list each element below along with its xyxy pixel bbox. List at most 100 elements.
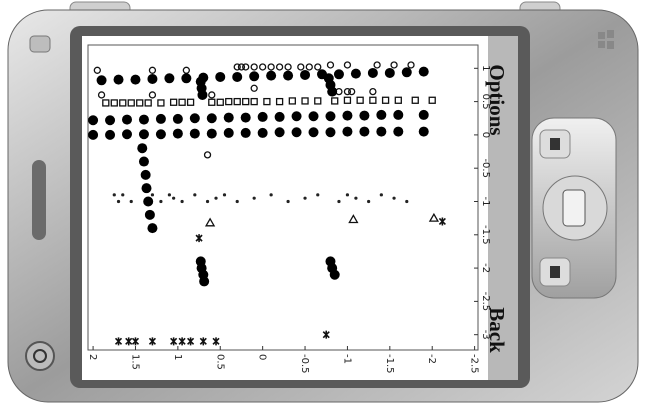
point — [155, 129, 166, 140]
point — [369, 87, 377, 96]
point — [112, 193, 116, 197]
point — [143, 196, 154, 207]
point — [180, 199, 184, 204]
point — [129, 199, 133, 204]
y-tick-label: -0.5 — [480, 158, 491, 178]
point — [418, 109, 429, 120]
point — [93, 66, 101, 74]
point — [401, 67, 412, 78]
point — [354, 196, 358, 200]
y-tick-label: 0.5 — [480, 94, 491, 110]
point — [438, 217, 446, 226]
power-button[interactable] — [25, 341, 55, 371]
x-tick-label: -1.5 — [384, 354, 395, 374]
point — [113, 74, 124, 85]
point — [122, 114, 132, 125]
point — [303, 196, 307, 200]
point — [259, 63, 267, 71]
point — [144, 209, 155, 220]
point — [147, 73, 158, 84]
point — [199, 337, 207, 346]
y-tick-label: -2.5 — [480, 292, 491, 312]
point — [178, 337, 186, 346]
point — [257, 127, 268, 138]
point — [333, 69, 344, 80]
point — [144, 99, 152, 107]
point — [269, 193, 273, 197]
point — [275, 63, 284, 71]
point — [206, 128, 217, 139]
point — [223, 112, 234, 123]
point — [407, 61, 415, 69]
point — [242, 63, 250, 71]
plot-area — [87, 44, 479, 351]
point — [197, 89, 208, 100]
point — [286, 199, 290, 204]
point — [193, 193, 197, 197]
point — [187, 337, 195, 346]
point — [96, 75, 107, 86]
point — [343, 61, 352, 69]
point — [240, 127, 251, 138]
point — [130, 74, 141, 85]
point — [275, 97, 284, 106]
point — [102, 99, 110, 107]
point — [250, 97, 258, 106]
point — [155, 113, 166, 124]
point — [342, 126, 353, 137]
point — [233, 63, 241, 71]
point — [325, 111, 336, 122]
softkey-bar — [488, 36, 518, 380]
point — [379, 193, 383, 197]
point — [291, 111, 302, 122]
point — [170, 337, 178, 346]
point — [164, 73, 175, 84]
point — [288, 97, 296, 105]
point — [131, 337, 140, 346]
point — [376, 126, 387, 137]
point — [122, 129, 132, 140]
point — [199, 276, 210, 287]
point — [215, 71, 226, 82]
point — [186, 98, 195, 106]
point — [343, 87, 352, 96]
point — [428, 212, 440, 222]
point — [418, 66, 429, 77]
point — [301, 97, 309, 105]
dpad-center[interactable] — [562, 189, 586, 227]
windows-logo — [598, 30, 614, 49]
point — [237, 63, 246, 71]
point — [250, 84, 258, 92]
point — [167, 193, 171, 197]
point — [169, 98, 178, 106]
point — [172, 196, 176, 200]
softkey-options[interactable]: Options — [485, 64, 509, 135]
point — [157, 99, 165, 107]
point — [418, 126, 429, 137]
point — [367, 67, 378, 78]
point — [329, 269, 340, 280]
point — [116, 199, 121, 204]
y-tick-label: 0 — [480, 132, 491, 138]
point — [214, 196, 218, 200]
point — [212, 337, 220, 346]
softkey-back[interactable]: Back — [485, 307, 509, 353]
point — [141, 183, 152, 194]
point — [252, 196, 256, 200]
point — [308, 111, 319, 122]
point — [136, 99, 144, 107]
point — [204, 217, 216, 227]
point — [390, 61, 398, 69]
point — [249, 71, 260, 82]
point — [350, 68, 361, 79]
point — [345, 193, 350, 197]
point — [195, 234, 203, 243]
point — [284, 63, 292, 71]
x-tick-label: -0.5 — [299, 354, 310, 374]
point — [342, 110, 353, 121]
point — [381, 96, 390, 104]
point — [172, 113, 183, 124]
point — [297, 63, 305, 71]
point — [291, 127, 302, 138]
